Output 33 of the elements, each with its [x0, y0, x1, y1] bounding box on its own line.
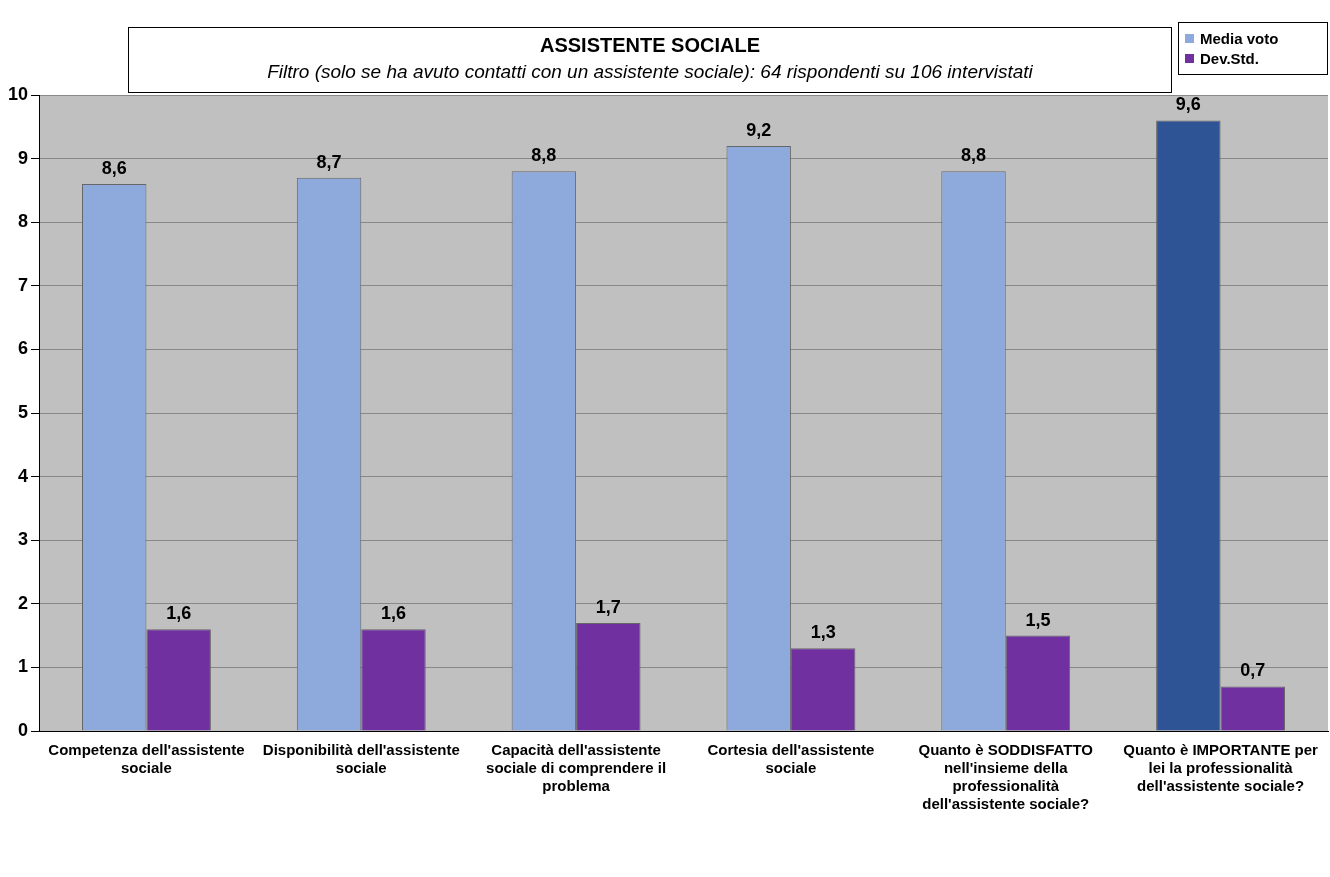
- data-label: 8,6: [101, 158, 127, 179]
- y-tick-label: 7: [18, 274, 29, 295]
- data-label: 1,3: [810, 622, 836, 643]
- data-label: 1,6: [166, 603, 192, 624]
- y-tick-label: 3: [18, 529, 29, 550]
- data-label: 1,5: [1025, 609, 1051, 630]
- x-tick-label: Competenza dell'assistente sociale: [48, 741, 245, 777]
- data-label: 8,7: [316, 151, 342, 172]
- y-tick-label: 2: [18, 592, 29, 613]
- y-tick-label: 10: [7, 83, 29, 104]
- y-tick-label: 6: [18, 338, 29, 359]
- y-tick-label: 1: [18, 656, 29, 677]
- x-tick-label: Quanto è IMPORTANTE per lei la professionalità dell'assistente sociale?: [1123, 741, 1319, 795]
- y-tick-label: 5: [18, 401, 29, 422]
- y-tick-label: 0: [18, 719, 29, 740]
- y-tick-label: 8: [18, 211, 29, 232]
- data-label: 9,6: [1175, 94, 1201, 115]
- chart-title: ASSISTENTE SOCIALE: [539, 34, 761, 57]
- data-label: 0,7: [1240, 660, 1266, 681]
- x-tick-label: Disponibilità dell'assistente sociale: [262, 741, 460, 777]
- data-label: 8,8: [531, 145, 557, 166]
- chart-subtitle: Filtro (solo se ha avuto contatti con un assistente sociale): 64 rispondenti su 106 intervistati: [266, 61, 1034, 83]
- data-label: 9,2: [746, 119, 772, 140]
- x-tick-label: Quanto è SODDISFATTO nell'insieme della professionalità dell'assistente sociale?: [918, 741, 1094, 813]
- y-tick-label: 4: [18, 465, 29, 486]
- legend-label: Dev.Std.: [1200, 50, 1259, 67]
- data-label: 8,8: [961, 145, 987, 166]
- legend-label: Media voto: [1200, 30, 1279, 47]
- y-tick-label: 9: [18, 147, 29, 168]
- data-label: 1,6: [380, 603, 407, 624]
- x-tick-label: Cortesia dell'assistente sociale: [707, 741, 875, 777]
- data-label: 1,7: [595, 596, 621, 617]
- x-tick-label: Capacità dell'assistente sociale di comprendere il problema: [486, 741, 667, 795]
